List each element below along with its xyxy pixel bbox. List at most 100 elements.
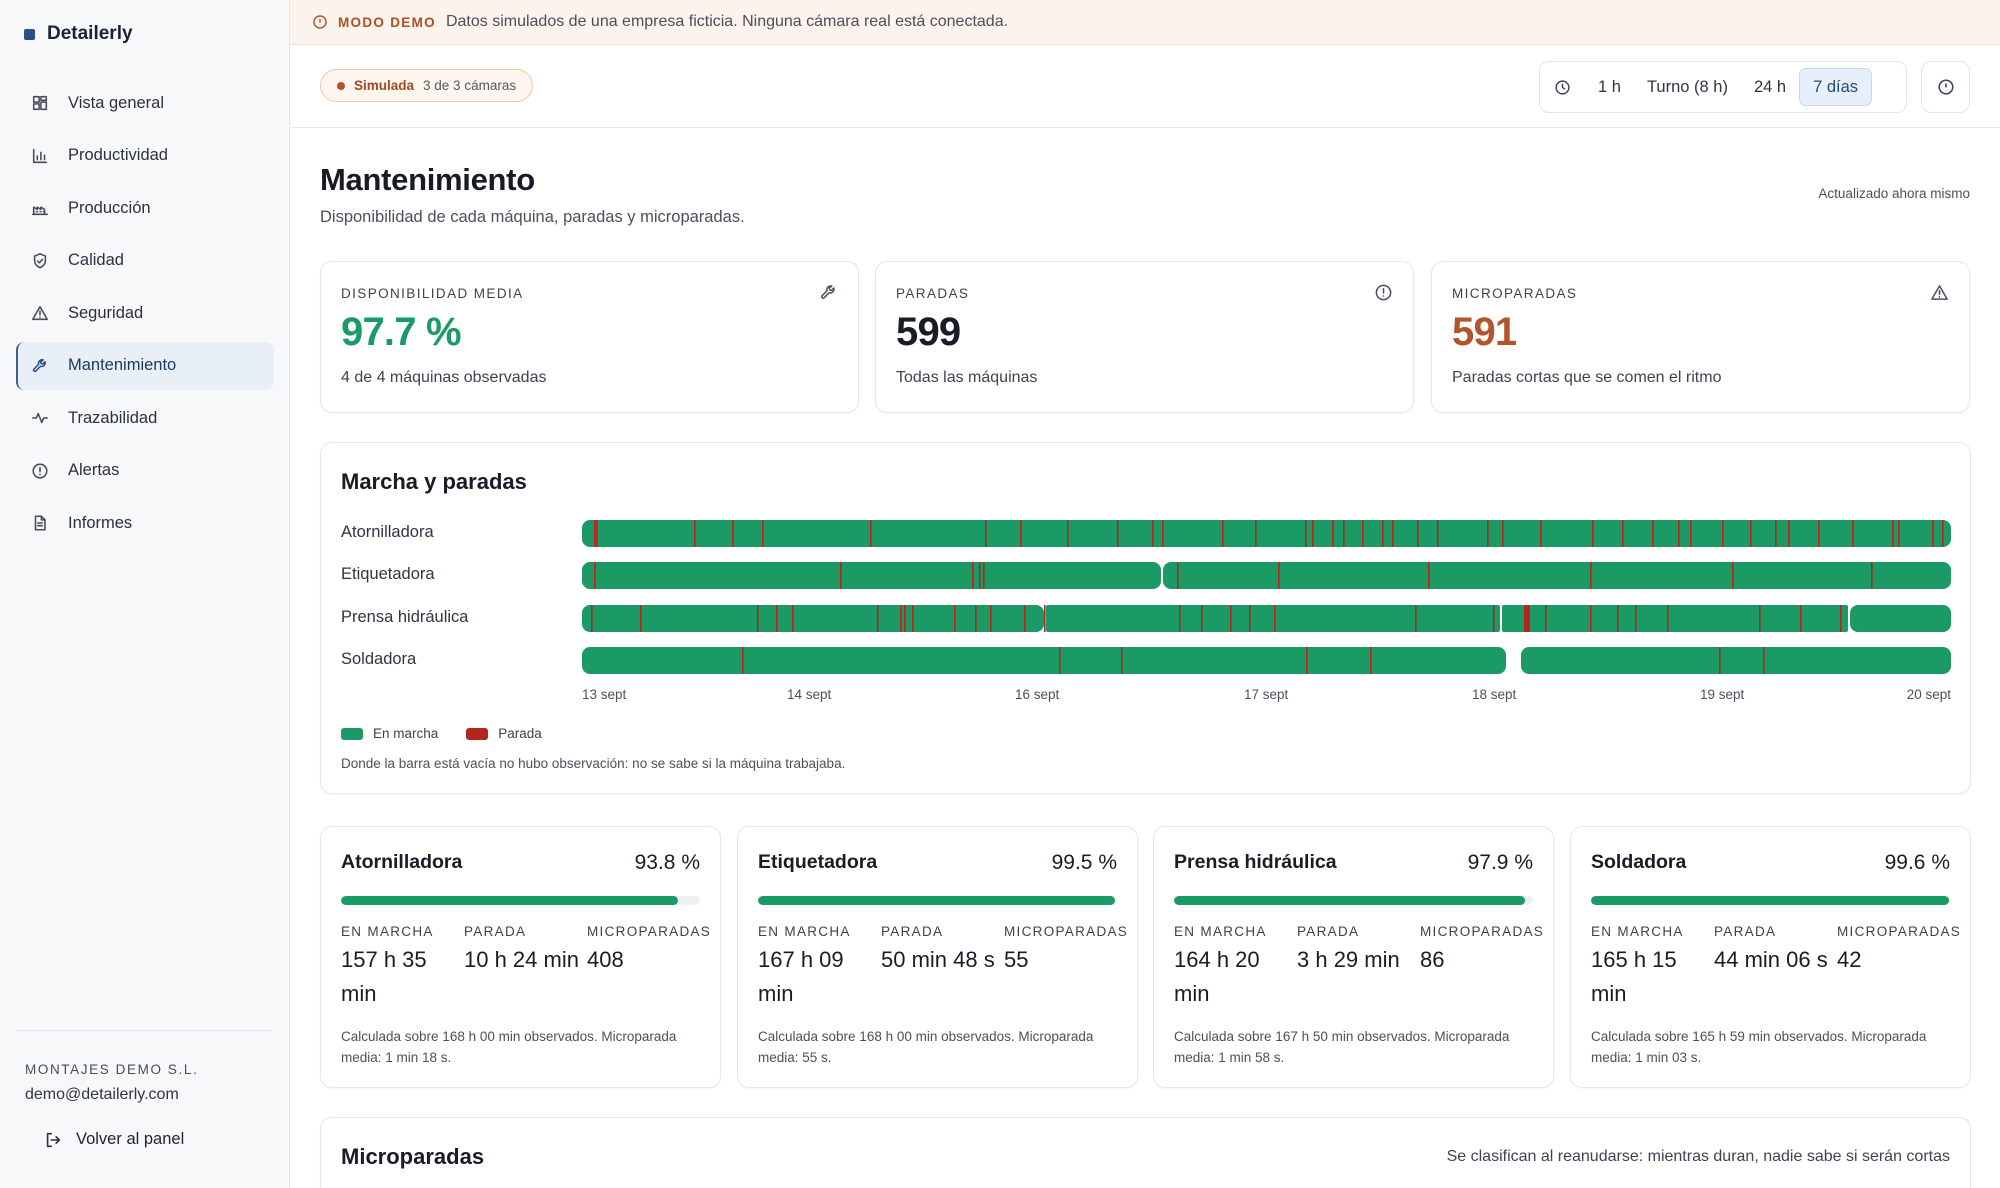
stop-mark [594,562,596,589]
machine-name: Prensa hidráulica [1174,851,1337,873]
stop-mark [1524,605,1530,632]
availability-bar-fill [1174,896,1526,905]
micro-label: MICROPARADAS [1837,924,1962,939]
sidebar-item-produccion[interactable]: Producción [16,184,274,232]
stop-mark [985,520,987,547]
sidebar-item-productividad[interactable]: Productividad [16,132,274,180]
stop-mark [1177,562,1179,589]
stop-mark [591,605,593,632]
stopped-time: 50 min 48 s [881,947,995,972]
microstops-note: Se clasifican al reanudarse: mientras du… [1446,1148,1950,1165]
stop-mark [694,520,696,547]
stopped-time: 3 h 29 min [1297,947,1400,972]
stop-mark [1278,562,1280,589]
availability-bar-fill [341,896,678,905]
stop-mark [1840,605,1842,632]
stop-mark [1362,520,1364,547]
alert-circle-icon [1374,283,1393,307]
sidebar-item-label: Calidad [68,251,124,269]
machine-card-atornilladora: Atornilladora 93.8 % EN MARCHA 157 h 35 m… [320,826,721,1088]
timeline-tick: 19 sept [1700,687,1745,702]
machine-footnote: Calculada sobre 165 h 59 min observados.… [1591,1029,1927,1065]
stop-mark [870,520,872,547]
back-to-panel-button[interactable]: Volver al panel [44,1130,184,1149]
stop-mark [1437,520,1439,547]
stopped-label: PARADA [1714,924,1777,939]
machine-footnote: Calculada sobre 168 h 00 min observados.… [341,1029,677,1065]
timeline-bar-etiquetadora [582,562,1951,589]
stop-mark [1852,520,1854,547]
warning-triangle-icon [1930,283,1949,307]
sidebar-item-informes[interactable]: Informes [16,499,274,547]
stop-mark [1306,647,1308,674]
range-option-shift[interactable]: Turno (8 h) [1646,77,1728,96]
availability-bar [1174,896,1533,905]
last-updated: Actualizado ahora mismo [1818,186,1970,201]
stop-mark [1942,520,1944,547]
stop-mark [1417,520,1419,547]
kpi-label: PARADAS [896,286,970,301]
stop-mark [1592,520,1594,547]
micro-label: MICROPARADAS [587,924,712,939]
stop-mark [1635,605,1637,632]
info-circle-icon [313,15,327,29]
range-option-1h[interactable]: 1 h [1598,77,1621,96]
sidebar-item-alertas[interactable]: Alertas [16,447,274,495]
stop-mark [877,605,879,632]
stop-mark [1249,605,1251,632]
stop-mark [1763,647,1765,674]
stop-mark [1343,520,1345,547]
stop-mark [1690,520,1692,547]
range-option-7d[interactable]: 7 días [1799,68,1873,106]
sidebar-item-vista-general[interactable]: Vista general [16,79,274,127]
timeline-bar-atornilladora [582,520,1951,547]
micro-label: MICROPARADAS [1004,924,1129,939]
machine-name: Atornilladora [341,851,463,873]
stop-mark [1800,605,1802,632]
stopped-label: PARADA [464,924,527,939]
timeline-tick: 14 sept [787,687,832,702]
timeline-axis: 13 sept 14 sept 16 sept 17 sept 18 sept … [582,687,1951,705]
page-subtitle: Disponibilidad de cada máquina, paradas … [320,208,745,226]
availability-bar-fill [758,896,1116,905]
sidebar-item-calidad[interactable]: Calidad [16,237,274,285]
sidebar-item-label: Productividad [68,146,168,164]
machine-availability: 93.8 % [634,851,700,874]
sidebar-item-trazabilidad[interactable]: Trazabilidad [16,394,274,442]
sidebar-item-seguridad[interactable]: Seguridad [16,289,274,337]
timeline-tick: 17 sept [1244,687,1289,702]
stop-mark [1222,520,1224,547]
stop-mark [990,605,992,632]
running-segment [1850,605,1951,632]
stop-mark [1818,520,1820,547]
stop-mark [1067,520,1069,547]
factory-icon [30,198,50,218]
info-button[interactable] [1921,61,1970,113]
microstops-title: Microparadas [341,1144,485,1169]
availability-bar-fill [1591,896,1949,905]
shield-check-icon [30,251,50,271]
sidebar-item-label: Producción [68,198,151,217]
alert-circle-icon [30,461,50,481]
stop-mark [1502,520,1504,547]
running-time: 164 h 20 min [1174,947,1260,1006]
time-range-selector: 1 h Turno (8 h) 24 h 7 días [1539,61,1907,113]
stop-mark [1152,520,1154,547]
running-segment [1046,605,1500,632]
kpi-note: Paradas cortas que se comen el ritmo [1452,369,1722,386]
availability-bar [1591,896,1950,905]
logout-icon [46,1132,61,1147]
brand[interactable]: Detailerly [24,20,133,48]
sidebar-nav: Vista general Productividad Producción C… [16,79,274,552]
stop-mark [1622,520,1624,547]
range-option-24h[interactable]: 24 h [1753,77,1787,96]
kpi-card-microstops: MICROPARADAS 591 Paradas cortas que se c… [1431,261,1970,413]
company-name: MONTAJES DEMO S.L. [25,1062,199,1077]
stop-mark [594,520,596,547]
stop-mark [742,647,744,674]
sidebar-item-mantenimiento[interactable]: Mantenimiento [16,341,274,390]
legend-label-stopped: Parada [498,726,542,741]
legend-swatch-running [341,727,363,740]
demo-tag: MODO DEMO [338,14,436,30]
timeline-segments [582,562,1951,589]
